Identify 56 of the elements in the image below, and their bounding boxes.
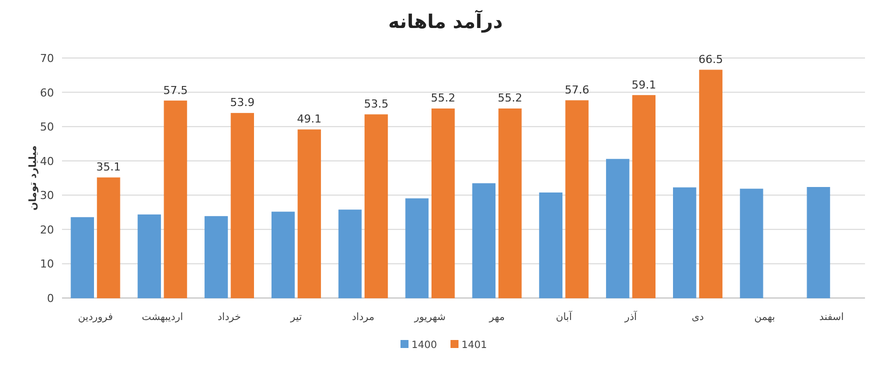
bar: [472, 183, 496, 298]
bar: [498, 108, 522, 298]
data-label: 55.2: [430, 92, 456, 105]
x-tick-label: خرداد: [218, 312, 241, 323]
bar: [539, 192, 562, 298]
data-label: 57.5: [163, 84, 188, 97]
bar: [632, 95, 656, 298]
x-tick-label: فروردین: [78, 312, 114, 323]
data-label: 55.2: [498, 92, 522, 105]
y-tick-label: 50: [40, 120, 54, 134]
legend-label: 1401: [462, 340, 487, 351]
y-axis-title: میلیارد تومان: [28, 145, 39, 211]
bar: [298, 129, 321, 298]
data-label: 53.5: [364, 98, 388, 111]
legend-label: 1400: [412, 340, 437, 351]
bar: [673, 187, 696, 298]
bar: [164, 100, 188, 298]
y-tick-label: 70: [40, 52, 54, 65]
bar: [740, 188, 764, 298]
bar: [565, 100, 589, 298]
data-label: 49.1: [297, 112, 322, 126]
bar: [699, 70, 722, 298]
x-tick-label: شهریور: [413, 312, 446, 323]
bar: [70, 217, 94, 298]
data-label: 59.1: [632, 78, 656, 92]
bar: [230, 112, 254, 298]
x-tick-label: مهر: [488, 312, 505, 323]
x-tick-label: اسفند: [819, 312, 844, 323]
x-tick-label: اردیبهشت: [142, 312, 183, 323]
bar: [364, 114, 388, 298]
chart-title: درآمد ماهانه: [388, 9, 503, 33]
bar: [138, 214, 161, 298]
bar: [606, 158, 630, 298]
x-tick-label: آبان: [556, 310, 574, 323]
data-label: 35.1: [96, 160, 121, 174]
bar: [432, 108, 455, 298]
bar: [204, 216, 228, 298]
x-tick-label: بهمن: [754, 312, 776, 323]
x-tick-label: تیر: [290, 312, 302, 323]
bar: [338, 210, 362, 298]
data-label: 57.6: [564, 84, 590, 97]
bar: [96, 177, 120, 298]
bar: [272, 212, 295, 298]
x-tick-label: آذر: [624, 310, 638, 323]
y-tick-label: 40: [40, 154, 54, 168]
y-tick-label: 20: [40, 223, 54, 236]
bar: [806, 187, 830, 298]
y-tick-label: 0: [47, 292, 54, 305]
data-label: 53.9: [230, 96, 255, 110]
x-tick-label: دی: [692, 312, 704, 323]
bar: [405, 198, 429, 298]
y-tick-label: 10: [40, 258, 54, 271]
x-tick-label: مرداد: [352, 312, 374, 323]
data-label: 66.5: [698, 53, 724, 66]
y-tick-label: 60: [40, 86, 54, 100]
y-tick-label: 30: [40, 189, 54, 202]
